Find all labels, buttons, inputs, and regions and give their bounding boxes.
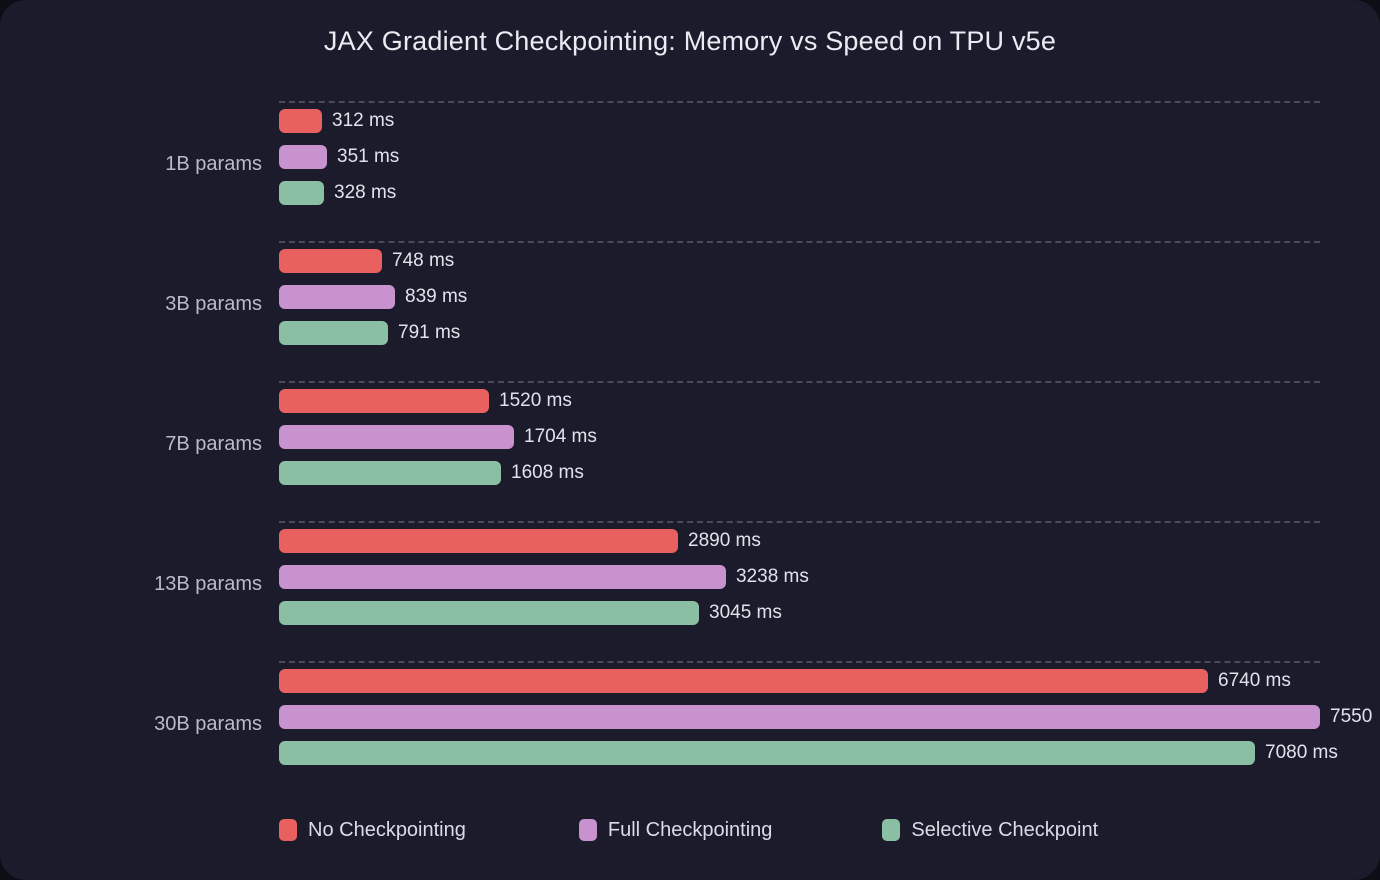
bar-row: 748 ms	[279, 249, 454, 273]
bar-no-checkpointing[interactable]	[279, 109, 322, 133]
bar-selective-checkpoint[interactable]	[279, 321, 388, 345]
legend-label: Full Checkpointing	[607, 818, 773, 841]
bar-value-label: 791 ms	[398, 322, 461, 343]
bar-no-checkpointing[interactable]	[279, 249, 382, 273]
legend-label: No Checkpointing	[308, 818, 466, 841]
bar-value-label: 328 ms	[334, 182, 397, 203]
bar-value-label: 1704 ms	[524, 426, 597, 447]
bar-value-label: 1608 ms	[511, 462, 584, 483]
gridline	[279, 381, 1320, 383]
bar-group: 1B params 312 ms 351 ms 328 ms	[0, 101, 1380, 241]
bar-row: 2890 ms	[279, 529, 761, 553]
gridline	[279, 101, 1320, 103]
chart-title: JAX Gradient Checkpointing: Memory vs Sp…	[323, 26, 1057, 56]
bar-no-checkpointing[interactable]	[279, 529, 678, 553]
bar-full-checkpointing[interactable]	[279, 425, 514, 449]
bar-row: 839 ms	[279, 285, 467, 309]
bar-selective-checkpoint[interactable]	[279, 181, 324, 205]
bar-value-label: 7080 ms	[1265, 742, 1338, 763]
category-label: 7B params	[165, 433, 262, 455]
legend-label: Selective Checkpoint	[911, 818, 1099, 841]
gridline	[279, 661, 1320, 663]
bar-no-checkpointing[interactable]	[279, 389, 489, 413]
bar-selective-checkpoint[interactable]	[279, 741, 1255, 765]
bar-value-label: 7550	[1330, 706, 1373, 727]
bar-group: 3B params 748 ms 839 ms 791 ms	[0, 241, 1380, 381]
legend-swatch-icon	[882, 819, 901, 841]
chart-legend: No Checkpointing Full Checkpointing Sele…	[279, 812, 1098, 848]
bar-full-checkpointing[interactable]	[279, 285, 395, 309]
legend-swatch-icon	[578, 819, 597, 841]
bar-full-checkpointing[interactable]	[279, 145, 327, 169]
bar-row: 7080 ms	[279, 741, 1338, 765]
bar-full-checkpointing[interactable]	[279, 705, 1320, 729]
bar-group: 7B params 1520 ms 1704 ms 1608 ms	[0, 381, 1380, 521]
bar-row: 351 ms	[279, 145, 399, 169]
bar-selective-checkpoint[interactable]	[279, 461, 501, 485]
bar-row: 1704 ms	[279, 425, 597, 449]
bar-row: 3045 ms	[279, 601, 782, 625]
bar-row: 312 ms	[279, 109, 394, 133]
category-label: 1B params	[165, 153, 262, 175]
category-label: 3B params	[165, 293, 262, 315]
bar-value-label: 351 ms	[337, 146, 400, 167]
bar-selective-checkpoint[interactable]	[279, 601, 699, 625]
bar-no-checkpointing[interactable]	[279, 669, 1208, 693]
bar-value-label: 3238 ms	[736, 566, 809, 587]
bar-row: 3238 ms	[279, 565, 809, 589]
category-label: 13B params	[154, 573, 262, 595]
legend-item-no-checkpointing[interactable]: No Checkpointing	[279, 819, 466, 842]
bar-row: 6740 ms	[279, 669, 1291, 693]
bar-group: 13B params 2890 ms 3238 ms 3045 ms	[0, 521, 1380, 661]
bar-group: 30B params 6740 ms 7550 7080 ms	[0, 661, 1380, 801]
bar-row: 791 ms	[279, 321, 460, 345]
bar-value-label: 3045 ms	[709, 602, 782, 623]
bar-value-label: 839 ms	[405, 286, 468, 307]
legend-item-selective-checkpoint[interactable]: Selective Checkpoint	[882, 819, 1098, 842]
bar-row: 7550	[279, 705, 1372, 729]
bar-value-label: 748 ms	[392, 250, 455, 271]
bar-value-label: 1520 ms	[499, 390, 572, 411]
bar-row: 1608 ms	[279, 461, 584, 485]
bar-full-checkpointing[interactable]	[279, 565, 726, 589]
bar-value-label: 312 ms	[332, 110, 395, 131]
legend-swatch-icon	[279, 819, 297, 841]
bar-value-label: 2890 ms	[688, 530, 761, 551]
bar-value-label: 6740 ms	[1218, 670, 1291, 691]
gridline	[279, 241, 1320, 243]
bar-row: 1520 ms	[279, 389, 572, 413]
legend-item-full-checkpointing[interactable]: Full Checkpointing	[578, 818, 773, 842]
gridline	[279, 521, 1320, 523]
category-label: 30B params	[154, 713, 262, 735]
bar-row: 328 ms	[279, 181, 396, 205]
